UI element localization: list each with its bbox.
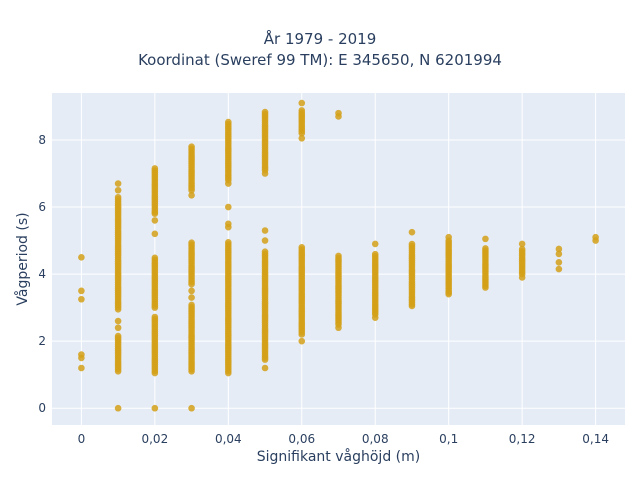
data-point: [261, 248, 269, 256]
data-point: [555, 245, 563, 253]
data-point: [298, 134, 306, 142]
data-point: [445, 290, 452, 298]
data-point: [188, 239, 195, 246]
data-point: [225, 118, 232, 126]
x-tick-label: 0: [78, 432, 86, 446]
data-point: [114, 332, 122, 340]
data-point: [225, 180, 232, 187]
x-axis-ticks: 0 0,02 0,04 0,06 0,08 0,1 0,12 0,14: [78, 432, 609, 446]
data-point: [482, 245, 489, 252]
data-point: [298, 244, 306, 251]
x-tick-label: 0,14: [582, 432, 609, 446]
data-point: [408, 240, 416, 248]
data-points: [78, 99, 599, 412]
data-point: [114, 404, 122, 412]
x-tick-label: 0,02: [141, 432, 168, 446]
data-point: [261, 237, 269, 244]
data-point: [151, 165, 159, 172]
data-point: [188, 301, 195, 309]
data-point: [592, 237, 599, 244]
data-point: [78, 254, 85, 261]
data-point: [78, 295, 85, 303]
data-point: [518, 240, 526, 248]
data-point: [114, 317, 122, 325]
y-tick-label: 8: [38, 133, 46, 147]
data-point: [151, 210, 159, 218]
data-point: [518, 274, 526, 281]
y-tick-label: 4: [38, 267, 46, 281]
data-point: [261, 108, 269, 116]
data-point: [298, 107, 306, 114]
chart-title-coordinates: Koordinat (Sweref 99 TM): E 345650, N 62…: [138, 51, 502, 69]
data-point: [298, 337, 306, 345]
data-point: [371, 240, 379, 248]
data-point: [151, 254, 159, 262]
data-point: [151, 217, 159, 224]
x-axis-label: Signifikant våghöjd (m): [257, 448, 420, 465]
data-point: [78, 351, 85, 358]
data-point: [335, 252, 342, 260]
y-tick-label: 2: [38, 334, 46, 348]
data-point: [371, 314, 379, 321]
x-tick-label: 0,1: [439, 432, 458, 446]
y-axis-label: Vågperiod (s): [14, 212, 31, 305]
x-tick-label: 0,08: [362, 432, 389, 446]
data-point: [188, 294, 195, 301]
x-tick-label: 0,04: [215, 432, 242, 446]
x-tick-label: 0,06: [288, 432, 315, 446]
data-point: [482, 284, 489, 291]
data-point: [151, 313, 159, 321]
data-point: [151, 230, 159, 238]
data-point: [445, 233, 452, 241]
y-tick-label: 0: [38, 401, 46, 415]
y-axis-ticks: 0 2 4 6 8: [38, 133, 46, 415]
data-point: [225, 223, 232, 231]
x-tick-label: 0,12: [509, 432, 536, 446]
data-point: [114, 324, 122, 332]
data-point: [188, 287, 195, 295]
data-point: [298, 99, 306, 107]
data-point: [408, 228, 416, 236]
data-point: [482, 235, 489, 243]
data-point: [225, 238, 232, 246]
data-point: [408, 302, 416, 310]
data-point: [188, 143, 195, 150]
data-point: [518, 245, 526, 253]
data-point: [225, 203, 232, 211]
data-point: [114, 180, 122, 187]
data-point: [114, 186, 122, 194]
data-point: [114, 193, 122, 201]
data-point: [261, 170, 269, 177]
data-point: [188, 191, 195, 199]
y-tick-label: 6: [38, 200, 46, 214]
data-point: [555, 265, 563, 273]
data-point: [555, 250, 563, 258]
data-point: [335, 324, 342, 332]
data-point: [151, 404, 159, 412]
data-point: [261, 364, 269, 372]
data-point: [261, 227, 269, 234]
data-point: [371, 250, 379, 258]
chart-title-years: År 1979 - 2019: [263, 30, 377, 48]
data-point: [555, 259, 563, 266]
data-point: [78, 364, 85, 372]
data-point: [188, 404, 195, 412]
data-point: [335, 109, 342, 117]
data-point: [78, 287, 85, 295]
